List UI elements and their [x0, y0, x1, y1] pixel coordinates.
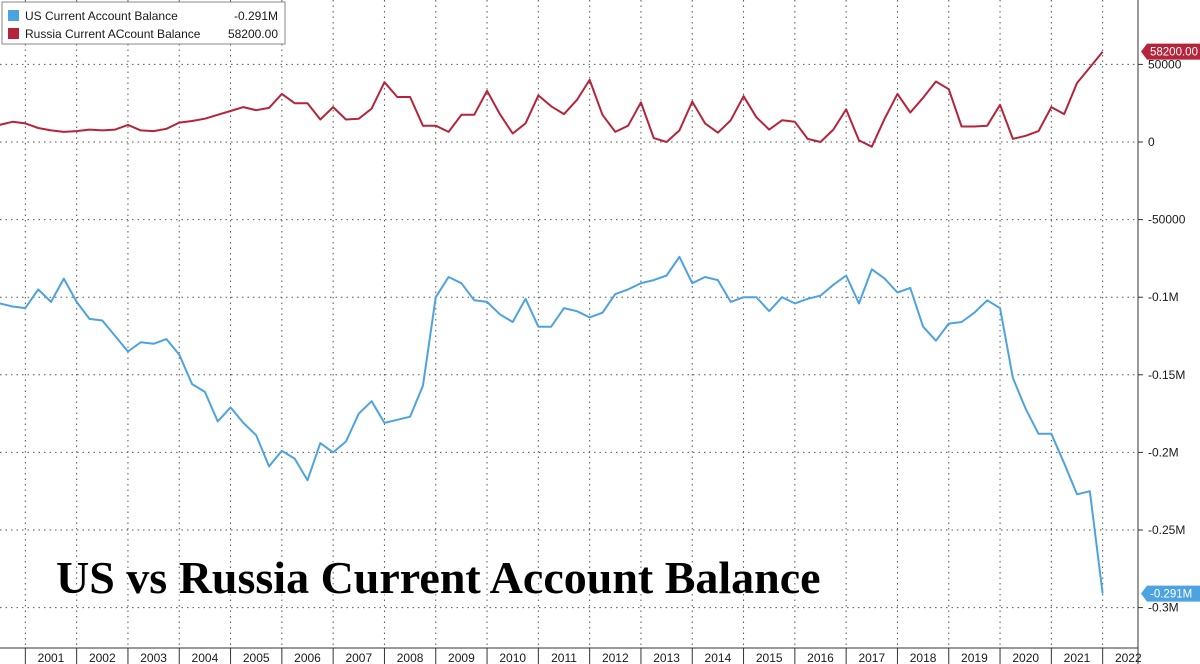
badge-shape: [1141, 585, 1200, 602]
x-tick-label: 2011: [551, 651, 577, 664]
x-tick-label: 2018: [910, 651, 937, 664]
x-tick-label: 2012: [602, 651, 629, 664]
last-value-badges: -0.291M 58200.00: [1141, 43, 1200, 602]
x-tick-label: 2013: [653, 651, 680, 664]
x-tick-label: 2006: [294, 651, 321, 664]
y-tick-label: -0.25M: [1148, 523, 1185, 537]
series-lines: [0, 51, 1104, 594]
gridlines: [0, 0, 1138, 648]
y-tick-label: -0.3M: [1148, 601, 1179, 615]
y-tick-label: -0.15M: [1148, 368, 1185, 382]
y-tick-label: -50000: [1148, 213, 1186, 227]
x-tick-label: 2017: [858, 651, 885, 664]
legend-entry-value: -0.291M: [234, 9, 278, 23]
badge-label: 58200.00: [1150, 47, 1198, 59]
x-tick-label: 2014: [705, 651, 732, 664]
legend: US Current Account Balance -0.291M Russia …: [1, 1, 286, 45]
x-tick-label: 2002: [89, 651, 116, 664]
axes: [0, 0, 1143, 664]
y-tick-label: 50000: [1148, 57, 1182, 71]
x-axis-labels: 2001 2002 2003 2004 2005 2006 2007 2008 2009 2010…: [38, 651, 1142, 664]
legend-entry-name: US Current Account Balance: [25, 9, 178, 23]
x-tick-label: 2019: [961, 651, 988, 664]
y-tick-label: -0.1M: [1148, 290, 1179, 304]
x-tick-label: 2009: [448, 651, 475, 664]
series-line-russia: [0, 51, 1104, 148]
badge-label: -0.291M: [1150, 589, 1192, 601]
y-tick-label: -0.2M: [1148, 445, 1179, 459]
y-tick-label: 0: [1148, 135, 1155, 149]
x-tick-label: 2005: [243, 651, 270, 664]
last-value-badge-russia: 58200.00: [1141, 43, 1200, 60]
legend-box: [1, 1, 286, 45]
legend-swatch: [8, 10, 19, 21]
x-tick-label: 2020: [1012, 651, 1039, 664]
y-axis-labels: 50000 0 -50000 -0.1M -0.15M -0.2M -0.25M -0.3M: [1148, 57, 1186, 614]
x-tick-label: 2010: [499, 651, 526, 664]
legend-swatch: [8, 28, 19, 39]
x-tick-label: 2001: [38, 651, 65, 664]
x-tick-label: 2003: [140, 651, 167, 664]
badge-shape: [1141, 43, 1200, 60]
x-tick-label: 2015: [756, 651, 783, 664]
series-line-us: [0, 255, 1104, 594]
chart-title: US vs Russia Current Account Balance: [56, 552, 821, 603]
x-tick-label: 2022: [1115, 651, 1142, 664]
legend-entry-value: 58200.00: [228, 27, 278, 41]
x-tick-label: 2007: [345, 651, 372, 664]
x-tick-label: 2008: [397, 651, 424, 664]
x-tick-label: 2004: [192, 651, 219, 664]
legend-entry-name: Russia Current ACcount Balance: [25, 27, 201, 41]
x-tick-label: 2021: [1064, 651, 1091, 664]
last-value-badge-us: -0.291M: [1141, 585, 1200, 602]
x-tick-label: 2016: [807, 651, 834, 664]
